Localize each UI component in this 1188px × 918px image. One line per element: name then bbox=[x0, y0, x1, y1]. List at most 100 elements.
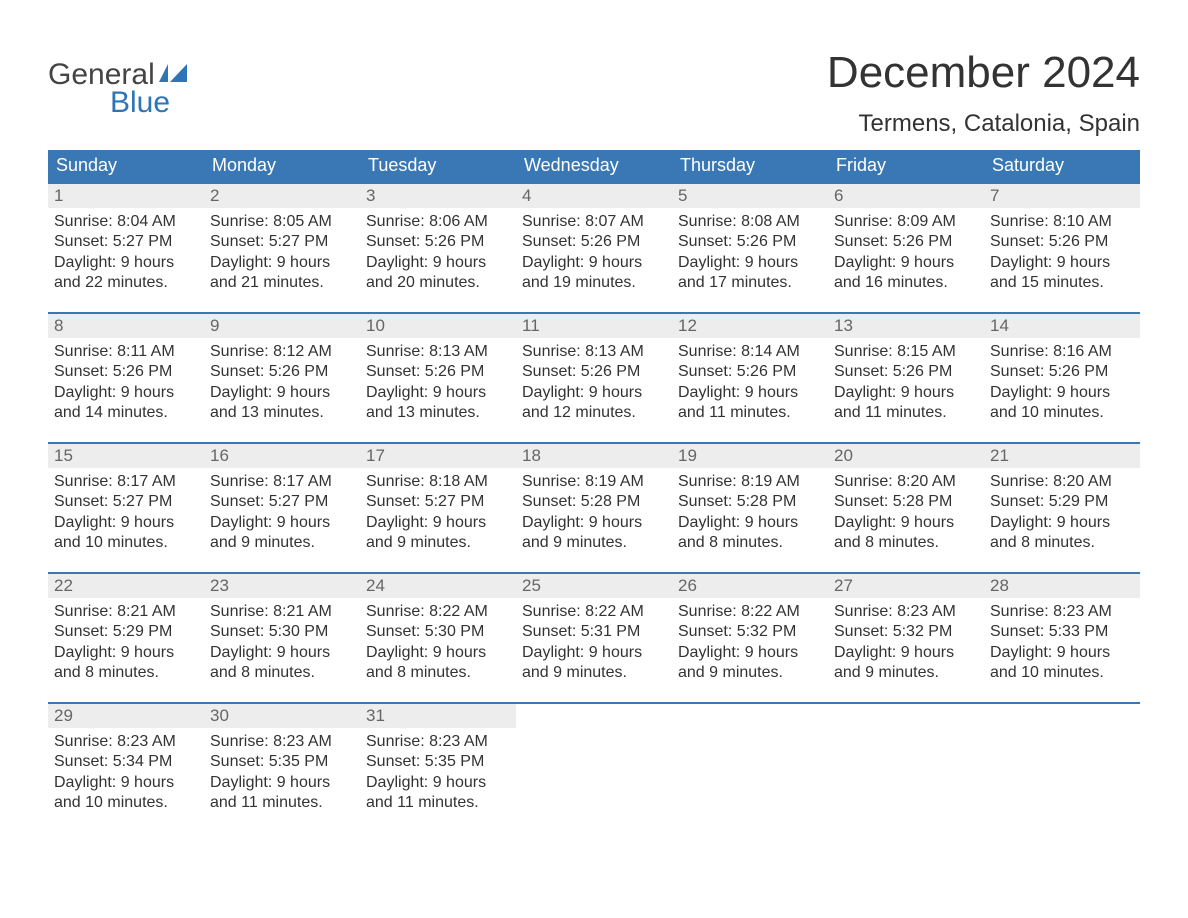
weekday-sunday: Sunday bbox=[48, 150, 204, 183]
calendar-day-cell: 10Sunrise: 8:13 AMSunset: 5:26 PMDayligh… bbox=[360, 313, 516, 443]
day-number: 1 bbox=[48, 184, 204, 208]
calendar-body: 1Sunrise: 8:04 AMSunset: 5:27 PMDaylight… bbox=[48, 183, 1140, 833]
sunset-label: Sunset: bbox=[678, 233, 737, 250]
sunrise-label: Sunrise: bbox=[54, 603, 117, 620]
sunset-value: 5:28 PM bbox=[737, 493, 797, 510]
calendar-day-cell: 31Sunrise: 8:23 AMSunset: 5:35 PMDayligh… bbox=[360, 703, 516, 833]
day-detail: Sunrise: 8:12 AMSunset: 5:26 PMDaylight:… bbox=[204, 338, 360, 428]
sunrise-value: 8:22 AM bbox=[429, 603, 488, 620]
day-number: 9 bbox=[204, 314, 360, 338]
sunrise-value: 8:19 AM bbox=[585, 473, 644, 490]
day-detail: Sunrise: 8:07 AMSunset: 5:26 PMDaylight:… bbox=[516, 208, 672, 298]
sunrise-value: 8:18 AM bbox=[429, 473, 488, 490]
day-detail: Sunrise: 8:20 AMSunset: 5:29 PMDaylight:… bbox=[984, 468, 1140, 558]
daylight-label: Daylight: bbox=[678, 644, 745, 661]
sunset-label: Sunset: bbox=[54, 363, 113, 380]
sunrise-label: Sunrise: bbox=[366, 603, 429, 620]
sunset-label: Sunset: bbox=[522, 233, 581, 250]
location: Termens, Catalonia, Spain bbox=[827, 110, 1140, 138]
sunset-value: 5:26 PM bbox=[581, 233, 641, 250]
sunset-label: Sunset: bbox=[522, 363, 581, 380]
calendar-day-cell bbox=[516, 703, 672, 833]
title-block: December 2024 Termens, Catalonia, Spain bbox=[827, 30, 1140, 138]
calendar-day-cell: 25Sunrise: 8:22 AMSunset: 5:31 PMDayligh… bbox=[516, 573, 672, 703]
sunset-label: Sunset: bbox=[678, 363, 737, 380]
daylight-label: Daylight: bbox=[54, 514, 121, 531]
sunrise-label: Sunrise: bbox=[678, 213, 741, 230]
sunrise-label: Sunrise: bbox=[54, 343, 117, 360]
logo-word2: Blue bbox=[110, 86, 170, 119]
day-detail: Sunrise: 8:22 AMSunset: 5:31 PMDaylight:… bbox=[516, 598, 672, 688]
sunset-value: 5:27 PM bbox=[113, 233, 173, 250]
sunrise-label: Sunrise: bbox=[834, 473, 897, 490]
calendar-day-cell: 22Sunrise: 8:21 AMSunset: 5:29 PMDayligh… bbox=[48, 573, 204, 703]
calendar-day-cell: 27Sunrise: 8:23 AMSunset: 5:32 PMDayligh… bbox=[828, 573, 984, 703]
calendar-day-cell: 6Sunrise: 8:09 AMSunset: 5:26 PMDaylight… bbox=[828, 183, 984, 313]
sunrise-label: Sunrise: bbox=[834, 213, 897, 230]
weekday-monday: Monday bbox=[204, 150, 360, 183]
sunrise-value: 8:22 AM bbox=[741, 603, 800, 620]
day-detail: Sunrise: 8:18 AMSunset: 5:27 PMDaylight:… bbox=[360, 468, 516, 558]
sunrise-label: Sunrise: bbox=[366, 733, 429, 750]
weekday-wednesday: Wednesday bbox=[516, 150, 672, 183]
day-number: 22 bbox=[48, 574, 204, 598]
day-detail: Sunrise: 8:08 AMSunset: 5:26 PMDaylight:… bbox=[672, 208, 828, 298]
sunrise-label: Sunrise: bbox=[54, 733, 117, 750]
sunset-value: 5:26 PM bbox=[1049, 233, 1109, 250]
weekday-saturday: Saturday bbox=[984, 150, 1140, 183]
sunrise-label: Sunrise: bbox=[210, 733, 273, 750]
calendar-day-cell: 16Sunrise: 8:17 AMSunset: 5:27 PMDayligh… bbox=[204, 443, 360, 573]
sunrise-label: Sunrise: bbox=[366, 473, 429, 490]
sunset-label: Sunset: bbox=[54, 233, 113, 250]
daylight-label: Daylight: bbox=[54, 384, 121, 401]
sunrise-value: 8:19 AM bbox=[741, 473, 800, 490]
daylight-label: Daylight: bbox=[366, 254, 433, 271]
sunrise-label: Sunrise: bbox=[522, 603, 585, 620]
sunrise-value: 8:23 AM bbox=[429, 733, 488, 750]
daylight-label: Daylight: bbox=[54, 774, 121, 791]
day-detail: Sunrise: 8:15 AMSunset: 5:26 PMDaylight:… bbox=[828, 338, 984, 428]
day-number: 26 bbox=[672, 574, 828, 598]
calendar-day-cell: 26Sunrise: 8:22 AMSunset: 5:32 PMDayligh… bbox=[672, 573, 828, 703]
sunset-value: 5:27 PM bbox=[269, 233, 329, 250]
sunrise-label: Sunrise: bbox=[990, 473, 1053, 490]
calendar-day-cell: 23Sunrise: 8:21 AMSunset: 5:30 PMDayligh… bbox=[204, 573, 360, 703]
daylight-label: Daylight: bbox=[678, 514, 745, 531]
sunset-value: 5:34 PM bbox=[113, 753, 173, 770]
sunset-value: 5:26 PM bbox=[269, 363, 329, 380]
sunrise-value: 8:15 AM bbox=[897, 343, 956, 360]
sunset-label: Sunset: bbox=[366, 493, 425, 510]
sunset-label: Sunset: bbox=[522, 623, 581, 640]
header: General Blue December 2024 Termens, Cata… bbox=[48, 30, 1140, 138]
sunset-label: Sunset: bbox=[54, 623, 113, 640]
sunset-value: 5:26 PM bbox=[113, 363, 173, 380]
day-number: 8 bbox=[48, 314, 204, 338]
sunrise-label: Sunrise: bbox=[210, 343, 273, 360]
calendar-day-cell: 5Sunrise: 8:08 AMSunset: 5:26 PMDaylight… bbox=[672, 183, 828, 313]
day-detail: Sunrise: 8:13 AMSunset: 5:26 PMDaylight:… bbox=[516, 338, 672, 428]
sunrise-value: 8:23 AM bbox=[897, 603, 956, 620]
daylight-label: Daylight: bbox=[678, 254, 745, 271]
sunrise-label: Sunrise: bbox=[366, 213, 429, 230]
daylight-label: Daylight: bbox=[990, 384, 1057, 401]
calendar-day-cell: 24Sunrise: 8:22 AMSunset: 5:30 PMDayligh… bbox=[360, 573, 516, 703]
sunrise-value: 8:11 AM bbox=[117, 343, 175, 360]
sunset-value: 5:31 PM bbox=[581, 623, 641, 640]
day-number: 31 bbox=[360, 704, 516, 728]
sunset-value: 5:28 PM bbox=[893, 493, 953, 510]
day-detail: Sunrise: 8:17 AMSunset: 5:27 PMDaylight:… bbox=[48, 468, 204, 558]
sunrise-label: Sunrise: bbox=[834, 343, 897, 360]
sunrise-label: Sunrise: bbox=[990, 213, 1053, 230]
calendar-week: 8Sunrise: 8:11 AMSunset: 5:26 PMDaylight… bbox=[48, 313, 1140, 443]
sunrise-label: Sunrise: bbox=[834, 603, 897, 620]
daylight-label: Daylight: bbox=[990, 254, 1057, 271]
sunset-label: Sunset: bbox=[990, 233, 1049, 250]
sunrise-value: 8:23 AM bbox=[1053, 603, 1112, 620]
calendar-day-cell: 13Sunrise: 8:15 AMSunset: 5:26 PMDayligh… bbox=[828, 313, 984, 443]
sunrise-value: 8:17 AM bbox=[117, 473, 176, 490]
sunrise-value: 8:20 AM bbox=[1053, 473, 1112, 490]
sunset-value: 5:26 PM bbox=[893, 233, 953, 250]
daylight-label: Daylight: bbox=[678, 384, 745, 401]
daylight-label: Daylight: bbox=[834, 644, 901, 661]
day-detail: Sunrise: 8:23 AMSunset: 5:35 PMDaylight:… bbox=[360, 728, 516, 818]
